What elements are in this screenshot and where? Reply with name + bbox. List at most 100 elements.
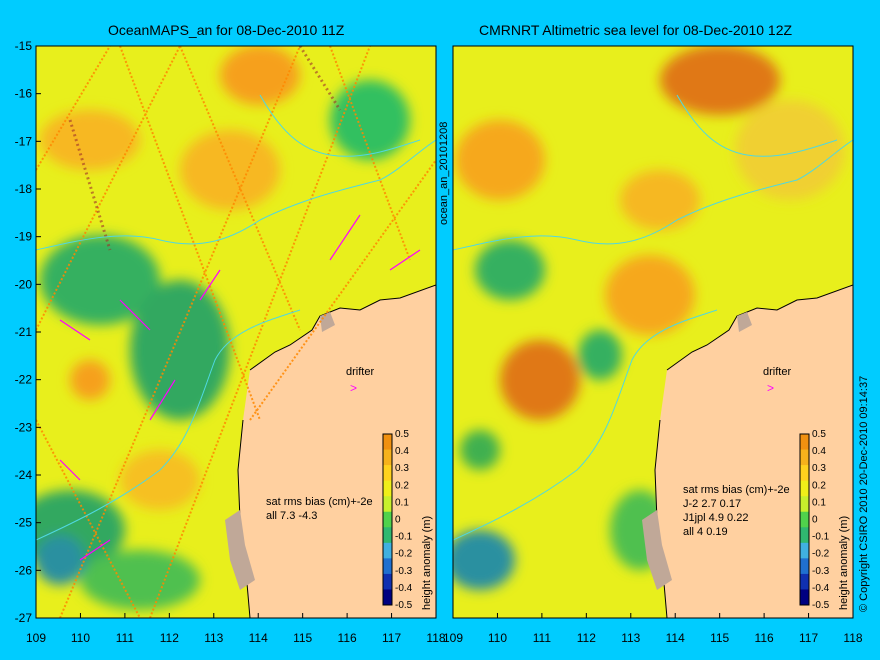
left-colorbar-tick: -0.3 <box>395 566 413 577</box>
left-colorbar-tick: 0.5 <box>395 429 409 440</box>
left-colorbar-tick: -0.2 <box>395 549 413 560</box>
right-stats-header: sat rms bias (cm)+-2e <box>683 484 790 496</box>
right-colorbar-tick: 0.3 <box>812 463 826 474</box>
right-colorbar-swatch <box>800 465 809 482</box>
right-colorbar-tick: -0.3 <box>812 566 830 577</box>
left-x-axis: 109 110 111 112 113 114 115 116 117 118 <box>26 613 446 645</box>
left-colorbar-swatch <box>383 511 392 528</box>
left-y-tick: -15 <box>15 39 33 53</box>
left-map-title: OceanMAPS_an for 08-Dec-2010 11Z <box>108 22 345 38</box>
copyright-text: © Copyright CSIRO 2010 20-Dec-2010 09:14… <box>858 375 870 612</box>
right-colorbar-tick: 0 <box>812 515 818 526</box>
right-stats-line-3: all 4 0.19 <box>683 526 728 538</box>
right-x-tick: 114 <box>666 631 685 645</box>
right-colorbar-tick: 0.5 <box>812 429 826 440</box>
left-drifter-arrow-icon: > <box>350 381 357 395</box>
right-drifter-label: drifter <box>763 366 791 378</box>
left-map: drifter > sat rms bias (cm)+-2e all 7.3 … <box>36 46 436 618</box>
right-colorbar-label: height anomaly (m) <box>838 515 850 610</box>
left-colorbar-tick: -0.5 <box>395 600 413 611</box>
left-colorbar-tick: 0 <box>395 515 401 526</box>
right-map-title: CMRNRT Altimetric sea level for 08-Dec-2… <box>479 22 793 38</box>
left-colorbar-tick: -0.1 <box>395 532 413 543</box>
right-stats-line-1: J-2 2.7 0.17 <box>683 498 741 510</box>
right-x-tick: 117 <box>799 631 818 645</box>
right-x-axis: 109 110 111 112 113 114 115 116 117 118 <box>443 613 863 645</box>
left-x-tick: 113 <box>204 631 223 645</box>
left-colorbar-tick: 0.1 <box>395 497 409 508</box>
right-stats-line-2: J1jpl 4.9 0.22 <box>683 512 748 524</box>
right-colorbar-swatch <box>800 589 809 606</box>
right-colorbar-tick: -0.5 <box>812 600 830 611</box>
left-colorbar-swatch <box>383 434 392 451</box>
left-colorbar-swatch <box>383 573 392 590</box>
left-y-tick: -18 <box>15 182 33 196</box>
left-colorbar-swatch <box>383 589 392 606</box>
left-x-tick: 114 <box>249 631 268 645</box>
right-colorbar-swatch <box>800 434 809 451</box>
left-y-tick: -16 <box>15 87 33 101</box>
left-x-tick: 112 <box>160 631 179 645</box>
left-y-tick: -20 <box>15 277 33 291</box>
right-colorbar-swatch <box>800 511 809 528</box>
left-y-tick: -27 <box>15 611 33 625</box>
left-colorbar-tick: 0.3 <box>395 463 409 474</box>
left-y-tick: -19 <box>15 230 33 244</box>
right-x-tick: 116 <box>755 631 774 645</box>
right-x-tick: 113 <box>621 631 640 645</box>
right-colorbar-tick: 0.1 <box>812 497 826 508</box>
right-colorbar-swatch <box>800 480 809 497</box>
left-side-label: ocean_an_20101208 <box>438 121 450 225</box>
right-colorbar-swatch <box>800 449 809 466</box>
right-colorbar-tick: -0.2 <box>812 549 830 560</box>
right-colorbar-swatch <box>800 527 809 544</box>
right-x-tick: 109 <box>443 631 463 645</box>
left-x-tick: 118 <box>426 631 445 645</box>
left-x-tick: 109 <box>26 631 46 645</box>
right-x-tick: 115 <box>710 631 729 645</box>
right-colorbar-swatch <box>800 496 809 513</box>
right-colorbar-tick: 0.4 <box>812 446 826 457</box>
left-colorbar-tick: 0.4 <box>395 446 409 457</box>
left-colorbar-label: height anomaly (m) <box>421 515 433 610</box>
left-x-tick: 111 <box>116 631 135 645</box>
left-y-tick: -25 <box>15 516 33 530</box>
left-colorbar: 0.5 0.4 0.3 0.2 0.1 0 -0.1 -0.2 -0.3 -0.4 -0.5 <box>382 429 413 611</box>
right-drifter-arrow-icon: > <box>767 381 774 395</box>
right-x-tick: 110 <box>488 631 507 645</box>
right-x-tick: 111 <box>533 631 552 645</box>
left-colorbar-swatch <box>383 465 392 482</box>
right-map: drifter > sat rms bias (cm)+-2e J-2 2.7 … <box>453 46 853 618</box>
left-x-tick: 115 <box>293 631 312 645</box>
right-colorbar-tick: -0.4 <box>812 583 830 594</box>
left-x-tick: 117 <box>382 631 401 645</box>
left-y-tick: -26 <box>15 563 33 577</box>
right-x-tick: 112 <box>577 631 596 645</box>
left-colorbar-swatch <box>383 449 392 466</box>
left-stats-line: all 7.3 -4.3 <box>266 510 317 522</box>
right-colorbar-swatch <box>800 573 809 590</box>
right-x-tick: 118 <box>843 631 862 645</box>
left-x-tick: 116 <box>338 631 357 645</box>
left-colorbar-swatch <box>383 542 392 559</box>
right-colorbar-swatch <box>800 558 809 575</box>
right-colorbar-tick: 0.2 <box>812 480 826 491</box>
left-drifter-label: drifter <box>346 366 374 378</box>
left-y-axis: -15 -16 -17 -18 -19 -20 -21 -22 -23 -24 -25 -26 -27 <box>15 39 41 625</box>
left-stats-header: sat rms bias (cm)+-2e <box>266 496 373 508</box>
right-colorbar-tick: -0.1 <box>812 532 830 543</box>
left-colorbar-swatch <box>383 527 392 544</box>
left-y-tick: -24 <box>15 468 33 482</box>
left-colorbar-swatch <box>383 496 392 513</box>
left-y-tick: -17 <box>15 134 33 148</box>
left-y-tick: -21 <box>15 325 33 339</box>
left-colorbar-tick: 0.2 <box>395 480 409 491</box>
right-colorbar: 0.5 0.4 0.3 0.2 0.1 0 -0.1 -0.2 -0.3 -0.4 -0.5 <box>799 429 830 611</box>
left-colorbar-tick: -0.4 <box>395 583 413 594</box>
left-colorbar-swatch <box>383 480 392 497</box>
left-y-tick: -23 <box>15 420 33 434</box>
left-colorbar-swatch <box>383 558 392 575</box>
left-y-tick: -22 <box>15 373 33 387</box>
right-colorbar-swatch <box>800 542 809 559</box>
